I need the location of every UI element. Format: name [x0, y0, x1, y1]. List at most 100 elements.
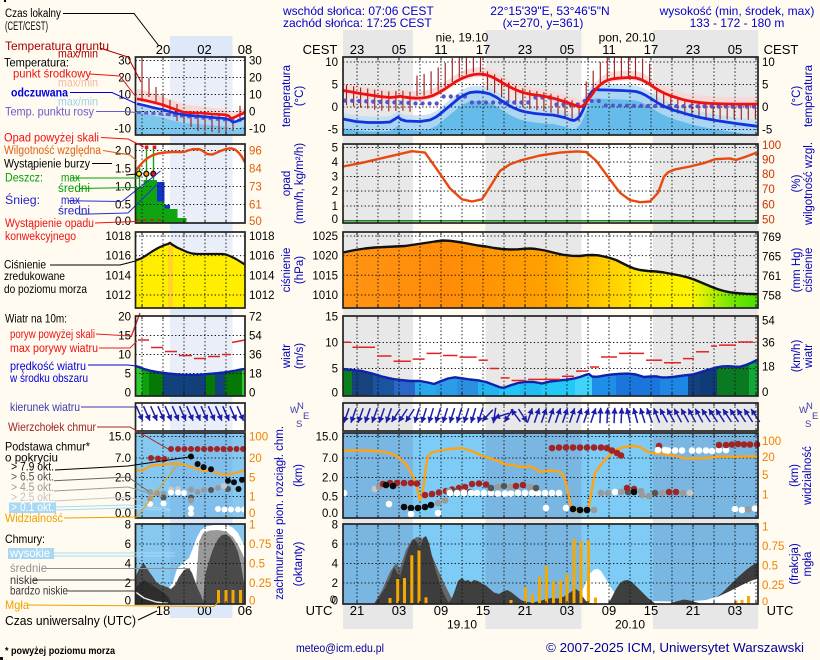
- svg-text:1012: 1012: [105, 290, 131, 302]
- svg-text:09: 09: [434, 603, 448, 618]
- svg-text:5: 5: [332, 364, 338, 376]
- svg-text:Mgła: Mgła: [5, 598, 29, 612]
- svg-text:0.0: 0.0: [322, 508, 338, 520]
- svg-text:5: 5: [332, 143, 338, 155]
- svg-text:10: 10: [118, 90, 131, 102]
- svg-text:6: 6: [332, 539, 338, 551]
- svg-text:18: 18: [249, 369, 262, 381]
- svg-text:36: 36: [762, 338, 775, 350]
- svg-text:1: 1: [762, 490, 768, 502]
- svg-text:84: 84: [249, 164, 262, 176]
- svg-text:11: 11: [434, 42, 448, 57]
- svg-text:Ciśnienie: Ciśnienie: [4, 258, 46, 272]
- svg-text:0: 0: [249, 107, 255, 119]
- svg-text:(CET/CEST): (CET/CEST): [5, 21, 48, 33]
- svg-text:10: 10: [325, 338, 338, 350]
- svg-text:Widzialność: Widzialność: [5, 513, 63, 525]
- svg-text:1015: 1015: [312, 270, 338, 282]
- svg-text:poryw powyżej skali: poryw powyżej skali: [10, 329, 95, 341]
- svg-text:15: 15: [118, 331, 131, 343]
- svg-text:72: 72: [249, 312, 262, 324]
- svg-text:wiatr: wiatr: [803, 344, 815, 369]
- svg-text:100: 100: [249, 432, 268, 444]
- svg-text:133 - 172 - 180 m: 133 - 172 - 180 m: [690, 16, 785, 30]
- svg-text:Wystąpienie opadu: Wystąpienie opadu: [5, 218, 94, 230]
- svg-text:20: 20: [156, 42, 170, 57]
- svg-text:80: 80: [762, 169, 775, 181]
- svg-text:Temp. punktu rosy: Temp. punktu rosy: [5, 107, 94, 119]
- svg-text:02: 02: [197, 42, 211, 57]
- svg-text:03: 03: [392, 603, 406, 618]
- svg-text:(frakcja): (frakcja): [789, 543, 801, 585]
- svg-text:1: 1: [249, 492, 255, 504]
- svg-text:0.5: 0.5: [249, 559, 265, 571]
- svg-text:0: 0: [249, 596, 255, 608]
- svg-text:23: 23: [350, 42, 364, 57]
- svg-text:23: 23: [518, 42, 532, 57]
- svg-text:36: 36: [249, 350, 262, 362]
- svg-text:bardzo niskie: bardzo niskie: [10, 584, 68, 598]
- svg-text:(x=270, y=361): (x=270, y=361): [503, 16, 584, 30]
- svg-text:punkt środkowy: punkt środkowy: [13, 67, 91, 81]
- svg-text:(hPa): (hPa): [294, 256, 306, 284]
- svg-text:0: 0: [762, 387, 768, 399]
- svg-text:0: 0: [249, 508, 255, 520]
- svg-text:10: 10: [325, 57, 338, 69]
- svg-text:1016: 1016: [249, 251, 275, 263]
- svg-text:0: 0: [332, 102, 338, 114]
- svg-text:5: 5: [332, 80, 338, 92]
- svg-text:-10: -10: [249, 124, 266, 136]
- svg-text:N: N: [297, 401, 304, 412]
- svg-text:> 4.5 okt.: > 4.5 okt.: [11, 482, 54, 494]
- svg-text:15: 15: [325, 312, 338, 324]
- svg-text:(mm/h, kg/m²/h): (mm/h, kg/m²/h): [294, 143, 306, 224]
- svg-text:(km/h): (km/h): [791, 340, 803, 373]
- svg-text:temperatura: temperatura: [281, 64, 293, 127]
- svg-text:03: 03: [728, 603, 742, 618]
- svg-text:0.25: 0.25: [249, 578, 271, 590]
- svg-text:20.10: 20.10: [615, 618, 645, 632]
- svg-text:70: 70: [762, 184, 775, 196]
- svg-text:w środku obszaru: w środku obszaru: [9, 371, 88, 385]
- svg-text:100: 100: [762, 140, 781, 152]
- svg-text:zachmurzenie: zachmurzenie: [274, 528, 286, 600]
- svg-text:(%): (%): [791, 174, 803, 192]
- svg-text:10: 10: [118, 350, 131, 362]
- svg-text:0: 0: [762, 102, 768, 114]
- svg-text:pon, 20.10: pon, 20.10: [599, 31, 656, 45]
- svg-text:1018: 1018: [105, 231, 131, 243]
- svg-text:wysokość (min, środek, max): wysokość (min, środek, max): [659, 4, 815, 18]
- svg-text:meteo@icm.edu.pl: meteo@icm.edu.pl: [296, 641, 384, 655]
- svg-text:1025: 1025: [312, 231, 338, 243]
- svg-text:prędkość wiatru: prędkość wiatru: [10, 359, 86, 373]
- svg-text:0.5: 0.5: [322, 492, 338, 504]
- svg-text:96: 96: [249, 146, 262, 158]
- svg-text:wysokie: wysokie: [9, 546, 50, 560]
- svg-text:Temperatura gruntu: Temperatura gruntu: [5, 39, 109, 53]
- svg-text:max/min: max/min: [58, 95, 98, 109]
- svg-text:E: E: [812, 411, 818, 422]
- svg-text:21: 21: [350, 603, 364, 618]
- svg-text:2.0: 2.0: [115, 146, 131, 158]
- svg-text:15.0: 15.0: [316, 432, 338, 444]
- svg-text:Czas uniwersalny (UTC): Czas uniwersalny (UTC): [5, 614, 136, 628]
- svg-text:> 0.1 okt.: > 0.1 okt.: [11, 502, 54, 514]
- svg-text:kierunek wiatru: kierunek wiatru: [10, 400, 80, 414]
- svg-text:S: S: [296, 419, 302, 430]
- svg-text:(°C): (°C): [294, 86, 306, 107]
- svg-text:CEST: CEST: [303, 42, 338, 57]
- svg-text:90: 90: [762, 155, 775, 167]
- svg-text:0: 0: [330, 594, 336, 606]
- svg-text:do poziomu morza: do poziomu morza: [4, 282, 87, 296]
- svg-text:5: 5: [762, 80, 768, 92]
- svg-text:(°C): (°C): [791, 86, 803, 107]
- svg-text:W: W: [799, 405, 808, 416]
- svg-text:opad: opad: [281, 171, 293, 197]
- svg-text:22°15'39"E, 53°46'5"N: 22°15'39"E, 53°46'5"N: [490, 4, 609, 18]
- svg-text:> 2.5 okt.: > 2.5 okt.: [11, 492, 54, 504]
- svg-text:CEST: CEST: [764, 42, 799, 57]
- svg-text:50: 50: [762, 215, 775, 227]
- svg-text:0.5: 0.5: [115, 200, 131, 212]
- svg-text:769: 769: [762, 232, 781, 244]
- svg-text:30: 30: [118, 56, 131, 68]
